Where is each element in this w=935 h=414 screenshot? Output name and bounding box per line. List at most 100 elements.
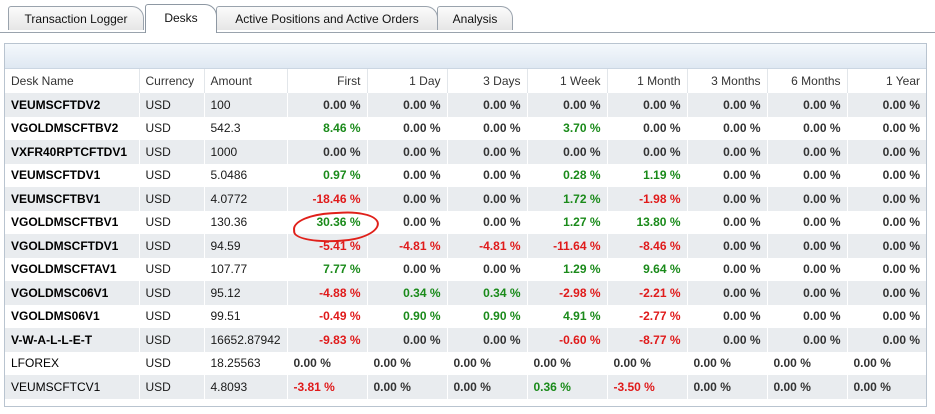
tab-transaction-logger[interactable]: Transaction Logger (8, 6, 144, 30)
desks-table: Desk Name Currency Amount First 1 Day 3 … (5, 69, 926, 399)
percent-cell: 0.00 % (686, 163, 767, 187)
currency-cell: USD (138, 257, 204, 281)
amount-cell: 4.0772 (203, 187, 287, 211)
col-6-months[interactable]: 6 Months (766, 69, 847, 93)
percent-cell: 0.00 % (766, 93, 847, 117)
col-3-months[interactable]: 3 Months (686, 69, 767, 93)
table-row[interactable]: V-W-A-L-L-E-T USD 16652.87942 -9.83 % 0.00 %… (5, 328, 926, 352)
percent-cell: 1.27 % (526, 210, 607, 234)
col-1-year[interactable]: 1 Year (846, 69, 926, 93)
percent-cell: 0.00 % (606, 351, 687, 375)
percent-cell: 0.00 % (606, 140, 687, 164)
percent-cell: 0.00 % (286, 93, 367, 117)
col-desk-name[interactable]: Desk Name (11, 74, 74, 88)
percent-cell: 0.00 % (446, 187, 527, 211)
percent-cell: 0.00 % (846, 210, 926, 234)
col-1-week[interactable]: 1 Week (526, 69, 607, 93)
desk-name-cell: VGOLDMS06V1 (5, 304, 139, 328)
percent-cell: -9.83 % (286, 328, 367, 352)
percent-cell: -8.46 % (606, 234, 687, 258)
currency-cell: USD (138, 234, 204, 258)
desk-name-cell: VEUMSCFTDV1 (5, 163, 139, 187)
amount-cell: 18.25563 (203, 351, 287, 375)
table-row[interactable]: VGOLDMSCFTBV2 USD 542.3 8.46 % 0.00 % 0.00 % 3… (5, 116, 926, 140)
percent-cell: 0.00 % (446, 351, 527, 375)
currency-cell: USD (138, 375, 204, 399)
percent-cell: 0.90 % (366, 304, 447, 328)
percent-cell: -0.60 % (526, 328, 607, 352)
col-1-month[interactable]: 1 Month (606, 69, 687, 93)
table-row[interactable]: VEUMSCFTDV2 USD 100 0.00 % 0.00 % 0.00 % 0.00 … (5, 93, 926, 117)
table-row[interactable]: VGOLDMSCFTDV1 USD 94.59 -5.41 % -4.81 % -4.81… (5, 234, 926, 258)
percent-cell: 0.00 % (686, 210, 767, 234)
desk-name-cell: VGOLDMSC06V1 (5, 281, 139, 305)
percent-cell: -4.88 % (286, 281, 367, 305)
table-row[interactable]: VGOLDMS06V1 USD 99.51 -0.49 % 0.90 % 0.90 % 4.… (5, 304, 926, 328)
desks-panel: Desk Name Currency Amount First 1 Day 3 … (4, 43, 927, 407)
table-row[interactable]: VEUMSCFTCV1 USD 4.8093 -3.81 % 0.00 % 0.00 % 0… (5, 375, 926, 399)
percent-cell: 0.00 % (686, 116, 767, 140)
percent-cell: 0.00 % (686, 234, 767, 258)
percent-cell: 0.00 % (846, 375, 926, 399)
percent-cell: 0.34 % (446, 281, 527, 305)
percent-cell: 3.70 % (526, 116, 607, 140)
percent-cell: 0.00 % (846, 140, 926, 164)
amount-cell: 4.8093 (203, 375, 287, 399)
amount-cell: 94.59 (203, 234, 287, 258)
percent-cell: 0.00 % (846, 234, 926, 258)
amount-cell: 99.51 (203, 304, 287, 328)
table-row[interactable]: LFOREX USD 18.25563 0.00 % 0.00 % 0.00 % 0.00 … (5, 351, 926, 375)
amount-cell: 130.36 (203, 210, 287, 234)
percent-cell: 0.00 % (446, 257, 527, 281)
percent-cell: 0.00 % (766, 116, 847, 140)
percent-cell: 0.00 % (846, 116, 926, 140)
percent-cell: 0.00 % (366, 140, 447, 164)
percent-cell: 0.00 % (446, 116, 527, 140)
percent-cell: 0.00 % (446, 163, 527, 187)
desk-name-cell: VEUMSCFTCV1 (5, 375, 139, 399)
percent-cell: 0.00 % (686, 281, 767, 305)
desk-name-cell: VGOLDMSCFTBV2 (5, 116, 139, 140)
col-first[interactable]: First (286, 69, 367, 93)
percent-cell: 0.00 % (686, 93, 767, 117)
percent-cell: 0.00 % (766, 328, 847, 352)
percent-cell: 0.00 % (766, 187, 847, 211)
percent-cell: -2.98 % (526, 281, 607, 305)
tab-active-positions[interactable]: Active Positions and Active Orders (216, 6, 438, 30)
table-row[interactable]: VGOLDMSCFTBV1 USD 130.36 30.36 % 0.00 % 0.00 … (5, 210, 926, 234)
currency-cell: USD (138, 304, 204, 328)
currency-cell: USD (138, 140, 204, 164)
percent-cell: 0.00 % (846, 304, 926, 328)
percent-cell: 0.00 % (366, 187, 447, 211)
currency-cell: USD (138, 93, 204, 117)
table-row[interactable]: VGOLDMSC06V1 USD 95.12 -4.88 % 0.34 % 0.34 % -… (5, 281, 926, 305)
percent-cell: 1.29 % (526, 257, 607, 281)
table-row[interactable]: VGOLDMSCFTAV1 USD 107.77 7.77 % 0.00 % 0.00 %… (5, 257, 926, 281)
currency-cell: USD (138, 281, 204, 305)
percent-cell: 0.00 % (366, 210, 447, 234)
tab-analysis[interactable]: Analysis (437, 6, 513, 30)
percent-cell: 0.00 % (766, 304, 847, 328)
percent-cell: 0.00 % (366, 163, 447, 187)
table-row[interactable]: VXFR40RPTCFTDV1 USD 1000 0.00 % 0.00 % 0.00 %… (5, 140, 926, 164)
percent-cell: 0.00 % (366, 93, 447, 117)
desk-name-cell: VGOLDMSCFTBV1 (5, 210, 139, 234)
percent-cell: 0.97 % (286, 163, 367, 187)
currency-cell: USD (138, 210, 204, 234)
percent-cell: 0.00 % (686, 304, 767, 328)
percent-cell: -8.77 % (606, 328, 687, 352)
percent-cell: 0.00 % (606, 116, 687, 140)
table-row[interactable]: VEUMSCFTDV1 USD 5.0486 0.97 % 0.00 % 0.00 % 0.… (5, 163, 926, 187)
col-currency[interactable]: Currency (138, 69, 204, 93)
percent-cell: -4.81 % (446, 234, 527, 258)
desk-name-cell: VGOLDMSCFTAV1 (5, 257, 139, 281)
currency-cell: USD (138, 163, 204, 187)
tab-desks[interactable]: Desks (145, 4, 217, 33)
col-3-days[interactable]: 3 Days (446, 69, 527, 93)
percent-cell: 0.00 % (846, 163, 926, 187)
percent-cell: 0.00 % (606, 93, 687, 117)
col-amount[interactable]: Amount (203, 69, 287, 93)
col-1-day[interactable]: 1 Day (366, 69, 447, 93)
table-row[interactable]: VEUMSCFTBV1 USD 4.0772 -18.46 % 0.00 % 0.00 %… (5, 187, 926, 211)
percent-cell: -2.77 % (606, 304, 687, 328)
